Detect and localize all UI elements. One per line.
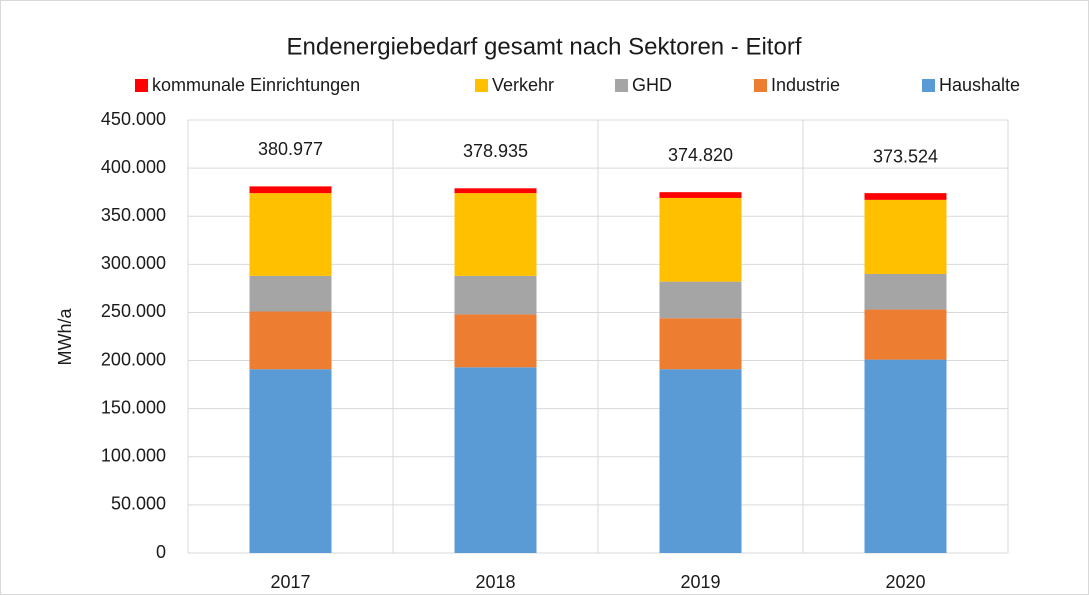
bar-segment (249, 311, 332, 370)
y-tick-label: 150.000 (101, 397, 166, 417)
bar-segment (864, 359, 947, 553)
legend-label: Haushalte (939, 75, 1020, 95)
bar-segment (864, 273, 947, 310)
bar-segment (454, 275, 537, 315)
legend-label: GHD (632, 75, 672, 95)
bar-segment (659, 197, 742, 282)
bar-segment (659, 318, 742, 370)
legend-label: kommunale Einrichtungen (152, 75, 360, 95)
y-tick-label: 350.000 (101, 205, 166, 225)
total-label: 378.935 (463, 141, 528, 161)
bar-segment (659, 192, 742, 198)
bar-segment (659, 369, 742, 553)
bar-segment (249, 186, 332, 194)
total-label: 373.524 (873, 146, 938, 166)
bar-segment (249, 369, 332, 553)
legend-swatch (754, 79, 767, 92)
bar-segment (864, 309, 947, 360)
bar-segment (864, 199, 947, 274)
chart-title: Endenergiebedarf gesamt nach Sektoren - … (287, 33, 802, 60)
y-tick-label: 400.000 (101, 157, 166, 177)
y-tick-label: 50.000 (111, 494, 166, 514)
bar-segment (249, 275, 332, 312)
x-tick-label: 2020 (885, 572, 925, 592)
total-label: 380.977 (258, 139, 323, 159)
bar-segment (659, 281, 742, 319)
legend-label: Industrie (771, 75, 840, 95)
bar-segment (454, 314, 537, 368)
x-tick-label: 2019 (680, 572, 720, 592)
y-tick-label: 200.000 (101, 349, 166, 369)
bar-segment (454, 188, 537, 194)
y-tick-label: 250.000 (101, 301, 166, 321)
bar-segment (864, 193, 947, 200)
bar-segment (454, 193, 537, 276)
y-tick-label: 0 (156, 542, 166, 562)
bar-segment (454, 367, 537, 553)
bar-segment (249, 193, 332, 276)
legend-label: Verkehr (492, 75, 554, 95)
y-tick-label: 100.000 (101, 446, 166, 466)
y-tick-label: 450.000 (101, 109, 166, 129)
y-axis-label: MWh/a (55, 308, 75, 366)
legend-swatch (135, 79, 148, 92)
legend-swatch (922, 79, 935, 92)
total-label: 374.820 (668, 145, 733, 165)
y-tick-label: 300.000 (101, 253, 166, 273)
legend-swatch (615, 79, 628, 92)
x-tick-label: 2017 (270, 572, 310, 592)
x-tick-label: 2018 (475, 572, 515, 592)
legend-swatch (475, 79, 488, 92)
